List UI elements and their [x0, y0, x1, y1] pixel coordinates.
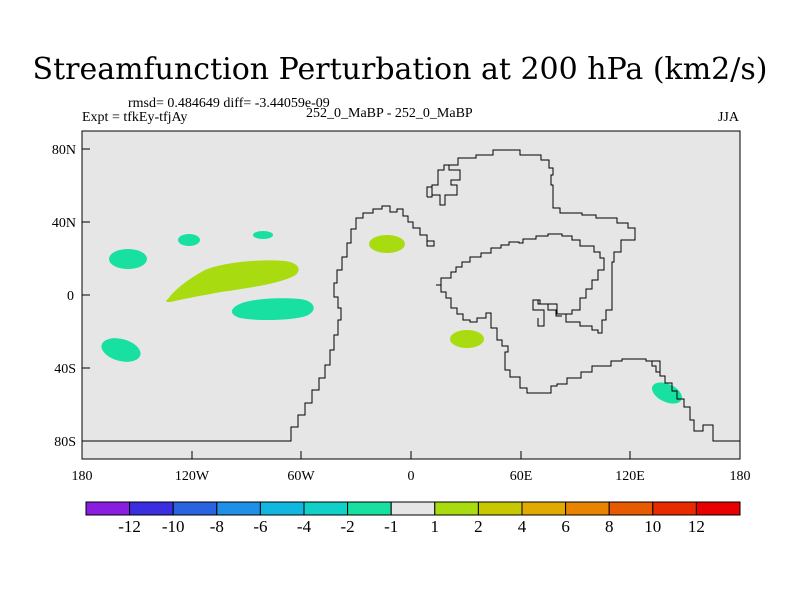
axis-ticks: [81, 148, 741, 459]
coastline-central: [436, 284, 740, 442]
case-label: 252_0_MaBP - 252_0_MaBP: [306, 106, 473, 121]
colorbar-swatch: [390, 501, 436, 516]
lon-label: 0: [408, 469, 415, 484]
lon-label: 120E: [615, 469, 645, 484]
colorbar-swatch: [259, 501, 305, 516]
colorbar-swatch: [477, 501, 523, 516]
colorbar-label: 10: [644, 517, 661, 536]
experiment-label: Expt = tfkEy-tfjAy: [82, 110, 188, 125]
colorbar-label: -2: [341, 517, 355, 536]
stats-text: rmsd= 0.484649 diff= -3.44059e-09: [128, 96, 330, 111]
anomaly-blob: [178, 234, 200, 246]
coastline-east: [427, 149, 636, 334]
coastline-arabia-india: [436, 233, 605, 315]
anomaly-blob: [166, 260, 299, 303]
coastline: [82, 149, 740, 442]
lon-label: 60W: [287, 469, 315, 484]
anomaly-blob: [450, 330, 484, 348]
coastline-west: [82, 205, 435, 442]
anomaly-blob: [652, 382, 682, 404]
colorbar-swatch: [652, 501, 697, 516]
coastline-australia-tail: [646, 360, 660, 373]
colorbar-swatch: [565, 501, 610, 516]
colorbar-swatch: [608, 501, 654, 516]
colorbar-label: 1: [431, 517, 440, 536]
colorbar-label: 12: [688, 517, 705, 536]
lat-label: 80N: [52, 143, 76, 158]
colorbar-label: -12: [118, 517, 141, 536]
colorbar-labels: -12 -10 -8 -6 -4 -2 -1 1 2 4 6 8 10 12: [118, 517, 705, 536]
colorbar-swatch: [434, 501, 479, 516]
colorbar-swatch: [521, 501, 567, 516]
colorbar-swatch: [695, 501, 741, 516]
anomaly-blob: [109, 249, 147, 269]
anomaly-layer: [101, 231, 682, 404]
lon-label: 60E: [510, 469, 533, 484]
lon-label: 180: [730, 469, 751, 484]
anomaly-blob: [231, 298, 314, 321]
colorbar-swatch: [216, 501, 261, 516]
season-label: JJA: [717, 110, 739, 125]
anomaly-blob: [253, 231, 273, 239]
lat-label: 40N: [52, 216, 76, 231]
colorbar-swatch: [347, 501, 392, 516]
colorbar-swatch: [172, 501, 218, 516]
colorbar-label: -8: [210, 517, 224, 536]
colorbar-label: -6: [253, 517, 267, 536]
coastline-india-bay: [533, 299, 562, 317]
lon-label: 120W: [175, 469, 210, 484]
anomaly-blob: [101, 338, 141, 362]
lon-label: 180: [72, 469, 93, 484]
colorbar: [85, 501, 741, 516]
anomaly-blob: [369, 235, 405, 253]
plot-title: Streamfunction Perturbation at 200 hPa (…: [32, 52, 768, 87]
colorbar-swatch: [129, 501, 174, 516]
lat-label: 0: [67, 289, 74, 304]
lon-labels: 180 120W 60W 0 60E 120E 180: [72, 469, 751, 484]
colorbar-label: -4: [297, 517, 312, 536]
colorbar-swatch: [85, 501, 131, 516]
lat-label: 80S: [54, 435, 76, 450]
lat-labels: 80N 40N 0 40S 80S: [52, 143, 76, 450]
colorbar-label: -10: [162, 517, 185, 536]
colorbar-label: 4: [518, 517, 527, 536]
colorbar-label: 6: [561, 517, 570, 536]
colorbar-label: 2: [474, 517, 483, 536]
coastline-asia-inner: [426, 164, 461, 206]
colorbar-swatch: [303, 501, 349, 516]
lat-label: 40S: [54, 362, 76, 377]
colorbar-label: 8: [605, 517, 614, 536]
colorbar-label: -1: [384, 517, 398, 536]
